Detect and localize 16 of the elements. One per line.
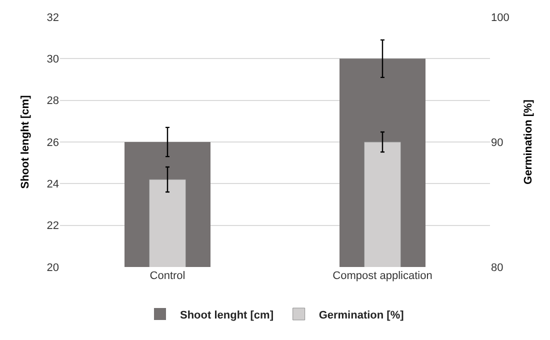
y2-axis-title: Germination [%]	[522, 99, 535, 184]
x-tick-label: Control	[150, 270, 186, 282]
y-tick-label: 26	[46, 136, 59, 149]
y-tick-label: 20	[46, 262, 59, 274]
y-tick-label: 24	[46, 178, 59, 191]
y-tick-label: 32	[46, 12, 59, 24]
y-tick-label: 30	[46, 54, 59, 66]
y2-tick-label: 100	[491, 12, 510, 24]
y-tick-label: 22	[46, 220, 59, 232]
legend-label: Germination [%]	[318, 309, 404, 322]
y2-tick-label: 80	[491, 262, 504, 274]
legend-label: Shoot lenght [cm]	[180, 309, 274, 322]
y-tick-label: 28	[46, 95, 59, 108]
y-axis-title: Shoot lenght [cm]	[19, 94, 32, 189]
x-tick-label: Compost application	[332, 270, 432, 282]
y2-tick-label: 90	[491, 136, 504, 149]
